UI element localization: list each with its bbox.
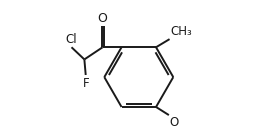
Text: O: O: [98, 12, 108, 25]
Text: CH₃: CH₃: [170, 26, 192, 39]
Text: F: F: [82, 77, 89, 90]
Text: Cl: Cl: [65, 33, 77, 46]
Text: O: O: [170, 116, 179, 129]
